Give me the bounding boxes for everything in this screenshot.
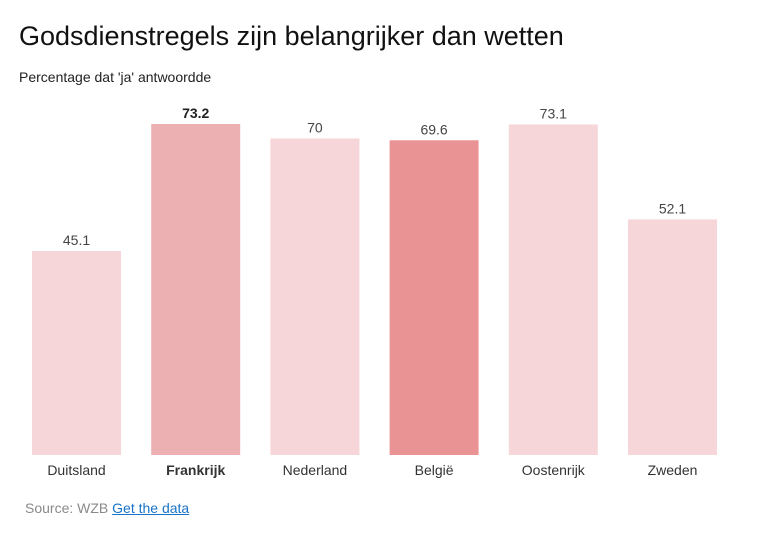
value-label-zweden: 52.1 [659, 200, 686, 216]
bar-oostenrijk[interactable] [508, 124, 598, 456]
source-line: Source: WZB Get the data [25, 500, 189, 516]
value-label-nederland: 70 [307, 119, 323, 135]
chart-subtitle: Percentage dat 'ja' antwoordde [19, 69, 212, 85]
value-label-duitsland: 45.1 [63, 232, 90, 248]
get-the-data-link[interactable]: Get the data [112, 500, 190, 516]
bar-zweden[interactable] [628, 219, 717, 455]
value-label-frankrijk: 73.2 [182, 105, 209, 121]
category-label-zweden: Zweden [648, 462, 698, 478]
category-label-frankrijk: Frankrijk [166, 462, 225, 478]
bar-duitsland[interactable] [32, 251, 121, 455]
value-label-belgie: 69.6 [420, 121, 447, 137]
category-label-duitsland: Duitsland [47, 462, 105, 478]
chart-title: Godsdienstregels zijn belangrijker dan w… [19, 21, 564, 51]
category-label-belgie: België [415, 462, 454, 478]
source-text: Source: WZB [25, 500, 109, 516]
category-label-oostenrijk: Oostenrijk [522, 462, 586, 478]
category-label-nederland: Nederland [283, 462, 348, 478]
bar-frankrijk[interactable] [151, 124, 241, 455]
bar-nederland[interactable] [270, 138, 360, 455]
value-label-oostenrijk: 73.1 [540, 105, 567, 121]
bar-belgie[interactable] [389, 140, 479, 455]
